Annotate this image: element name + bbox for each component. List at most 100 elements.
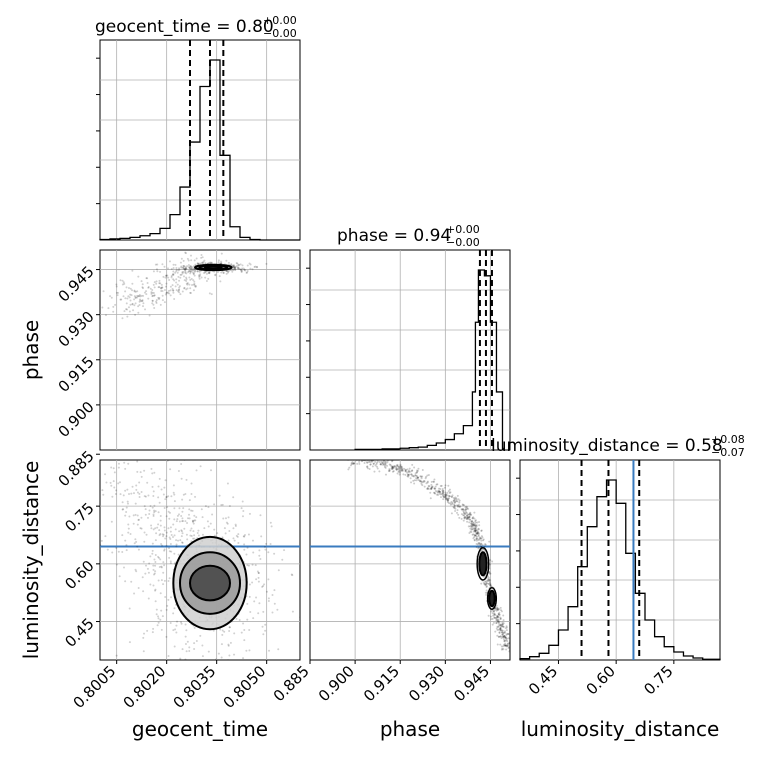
scatter-point xyxy=(136,470,139,473)
scatter-point xyxy=(208,272,211,275)
scatter-point xyxy=(208,271,211,274)
scatter-point xyxy=(347,456,349,458)
scatter-point xyxy=(190,267,193,270)
scatter-point xyxy=(467,516,470,519)
scatter-point xyxy=(503,631,506,634)
scatter-point xyxy=(152,528,155,531)
scatter-point xyxy=(473,534,476,537)
panel-lumdist-lumdist-frame xyxy=(519,459,721,661)
scatter-point xyxy=(470,526,473,529)
scatter-point xyxy=(447,499,450,502)
scatter-point xyxy=(490,610,493,613)
scatter-point xyxy=(470,522,473,525)
scatter-point xyxy=(180,622,183,625)
scatter-point xyxy=(502,631,505,634)
scatter-point xyxy=(449,491,452,494)
scatter-point xyxy=(408,471,411,474)
scatter-point xyxy=(436,491,439,494)
scatter-point xyxy=(222,517,225,520)
scatter-point xyxy=(484,591,487,594)
scatter-point xyxy=(153,511,156,514)
scatter-point xyxy=(504,644,507,647)
scatter-point xyxy=(358,460,359,461)
scatter-point xyxy=(200,276,203,279)
scatter-point xyxy=(170,534,173,537)
scatter-point xyxy=(127,286,130,289)
scatter-point xyxy=(241,500,244,503)
scatter-point xyxy=(505,644,508,647)
scatter-point xyxy=(214,274,217,277)
scatter-point xyxy=(484,543,487,546)
scatter-point xyxy=(355,460,358,461)
scatter-point xyxy=(223,527,226,530)
scatter-point xyxy=(398,470,401,473)
scatter-point xyxy=(203,259,206,262)
scatter-point xyxy=(233,267,236,270)
scatter-point xyxy=(365,457,367,459)
scatter-point xyxy=(360,455,362,457)
scatter-point xyxy=(122,494,125,497)
scatter-point xyxy=(213,534,216,537)
scatter-point xyxy=(489,559,492,562)
scatter-point xyxy=(496,625,499,628)
scatter-point xyxy=(181,272,184,275)
scatter-point xyxy=(398,467,401,470)
scatter-point xyxy=(473,511,476,514)
scatter-point xyxy=(474,531,477,534)
scatter-point xyxy=(506,632,509,635)
scatter-point xyxy=(472,524,475,527)
scatter-point xyxy=(251,563,254,566)
scatter-point xyxy=(442,494,445,497)
scatter-point xyxy=(195,516,198,519)
scatter-point xyxy=(495,621,498,624)
scatter-point xyxy=(189,291,192,294)
scatter-point xyxy=(456,504,459,507)
scatter-point xyxy=(499,606,502,609)
scatter-point xyxy=(509,649,510,652)
scatter-point xyxy=(484,543,487,546)
scatter-point xyxy=(505,639,508,642)
scatter-point xyxy=(153,471,156,474)
scatter-point xyxy=(444,498,447,501)
scatter-point xyxy=(153,558,156,561)
scatter-point xyxy=(140,475,143,478)
tick-left-label-phase-3: 0.945 xyxy=(55,262,98,305)
scatter-point xyxy=(191,520,194,523)
scatter-point xyxy=(461,508,464,511)
scatter-point xyxy=(499,623,502,626)
scatter-point xyxy=(455,498,458,501)
scatter-point xyxy=(475,528,478,531)
scatter-point xyxy=(366,465,369,468)
scatter-point xyxy=(489,563,492,566)
scatter-point xyxy=(446,491,449,494)
scatter-point xyxy=(220,503,223,506)
scatter-point xyxy=(499,626,502,629)
scatter-point xyxy=(391,467,394,470)
scatter-point xyxy=(488,581,491,584)
scatter-point xyxy=(472,528,475,531)
scatter-point xyxy=(242,657,245,660)
scatter-point xyxy=(196,532,199,535)
scatter-point xyxy=(195,469,198,472)
scatter-point xyxy=(443,493,446,496)
scatter-point xyxy=(378,461,381,464)
scatter-point xyxy=(265,262,268,265)
scatter-point xyxy=(181,510,184,513)
scatter-point xyxy=(505,637,508,640)
scatter-point xyxy=(352,462,355,465)
title-geocent-time-plus: +0.00 xyxy=(263,14,297,27)
title-geocent-time-minus: −0.00 xyxy=(263,27,297,40)
scatter-point xyxy=(497,635,500,638)
scatter-point xyxy=(489,579,492,582)
scatter-point xyxy=(168,556,171,559)
tick-label-lumdist-0: 0.45 xyxy=(525,662,561,698)
scatter-point xyxy=(414,474,417,477)
scatter-point xyxy=(485,589,488,592)
scatter-point xyxy=(196,270,199,273)
scatter-point xyxy=(482,581,485,584)
scatter-point xyxy=(456,494,459,497)
scatter-point xyxy=(477,547,480,550)
scatter-point xyxy=(163,288,166,291)
scatter-point xyxy=(181,532,184,535)
scatter-point xyxy=(155,300,158,303)
